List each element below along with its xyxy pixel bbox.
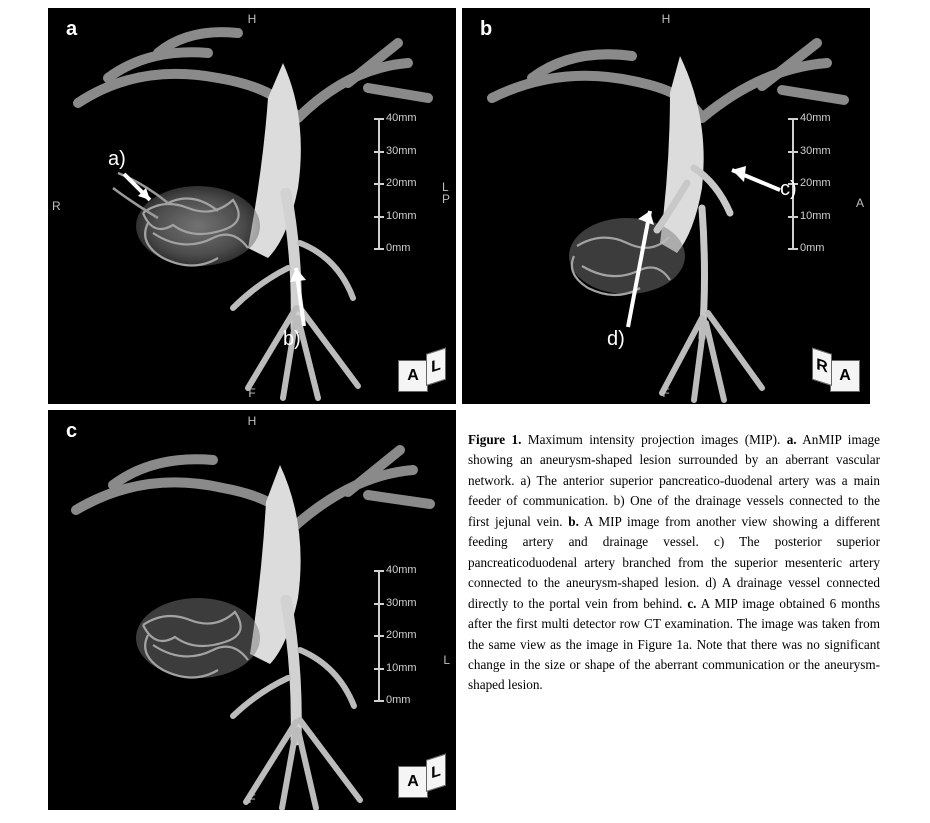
- orient-top-a: H: [248, 12, 257, 26]
- caption-intro: Maximum intensity projection images (MIP…: [528, 432, 780, 447]
- annotation-a-label-a: a): [108, 148, 126, 171]
- cube-face-front-b: A: [830, 360, 860, 392]
- scale-tick-10: 10mm: [386, 210, 430, 222]
- panel-a: a H F R L P 40mm 30mm 20mm 10mm 0mm a) b…: [48, 8, 456, 404]
- figure-caption: Figure 1. Maximum intensity projection i…: [468, 430, 880, 696]
- orient-right-c: L: [443, 654, 450, 666]
- orient-right-a: L P: [442, 181, 450, 205]
- scale-tick-30: 30mm: [386, 145, 430, 157]
- panel-b: b H F A 40mm 30mm 20mm 10mm 0mm c) d) A …: [462, 8, 870, 404]
- cube-face-front-a: A: [398, 360, 428, 392]
- orient-left-a: R: [52, 199, 61, 213]
- orient-bottom-b: F: [662, 386, 669, 400]
- scale-bar-c: 40mm 30mm 20mm 10mm 0mm: [370, 570, 430, 700]
- panel-letter-c: c: [66, 420, 77, 443]
- orient-bottom-c: F: [248, 792, 255, 806]
- annotation-b-label-c: c): [780, 178, 797, 201]
- panel-letter-b: b: [480, 18, 492, 41]
- figure-label: Figure 1.: [468, 432, 521, 447]
- orient-right-bot-a: P: [442, 193, 450, 205]
- caption-c-label: c.: [687, 596, 696, 611]
- orient-bottom-a: F: [248, 386, 255, 400]
- orientation-cube-c: A L: [398, 760, 446, 800]
- panel-letter-a: a: [66, 18, 77, 41]
- orientation-cube-a: A L: [398, 354, 446, 394]
- annotation-a-label-b: b): [283, 328, 301, 351]
- scale-tick-20: 20mm: [386, 177, 430, 189]
- caption-b-label: b.: [568, 514, 579, 529]
- caption-a-label: a.: [787, 432, 797, 447]
- orient-top-b: H: [662, 12, 671, 26]
- scale-tick-40: 40mm: [386, 112, 430, 124]
- cube-face-front-c: A: [398, 766, 428, 798]
- cube-face-side-a: L: [426, 348, 446, 386]
- cube-face-side-c: L: [426, 754, 446, 792]
- orient-right-top-c: L: [443, 654, 450, 666]
- orient-right-bot-b: A: [856, 197, 864, 209]
- orient-right-b: A: [856, 197, 864, 209]
- panel-c: c H F L 40mm 30mm 20mm 10mm 0mm A L: [48, 410, 456, 810]
- cube-face-side-b: R: [812, 348, 832, 386]
- orientation-cube-b: A R: [812, 354, 860, 394]
- figure-container: a H F R L P 40mm 30mm 20mm 10mm 0mm a) b…: [0, 0, 930, 823]
- scale-bar-a: 40mm 30mm 20mm 10mm 0mm: [370, 118, 430, 248]
- scale-tick-0: 0mm: [386, 242, 430, 254]
- annotation-b-label-d: d): [607, 328, 625, 351]
- orient-top-c: H: [248, 414, 257, 428]
